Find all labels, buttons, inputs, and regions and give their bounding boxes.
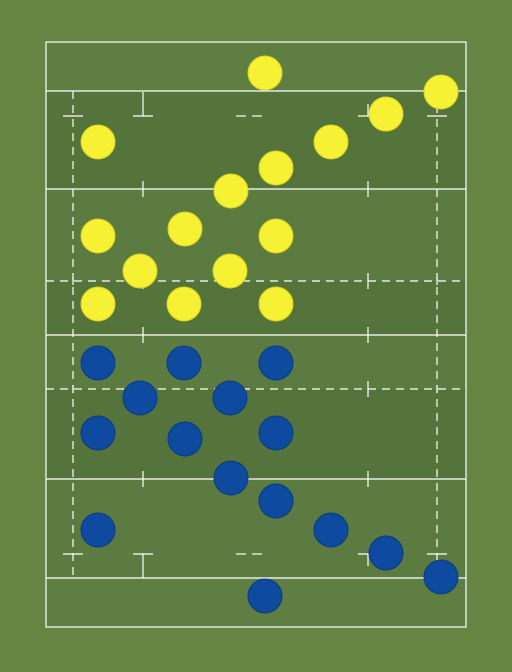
team-1-player-marker [368,96,404,132]
team-2-player-marker [258,345,294,381]
team-2-player-marker [80,415,116,451]
field-stripe-5 [46,389,466,479]
team-1-player-marker [167,211,203,247]
team-1-players [80,55,459,322]
team-2-player-marker [423,559,459,595]
field-stripe-3 [46,281,466,335]
team-1-player-marker [213,173,249,209]
team-1-player-marker [80,124,116,160]
team-1-player-marker [258,218,294,254]
team-1-player-marker [166,286,202,322]
team-2-player-marker [166,345,202,381]
team-1-player-marker [80,286,116,322]
team-2-players [80,345,459,614]
team-1-player-marker [313,124,349,160]
team-1-player-marker [247,55,283,91]
team-1-player-marker [258,150,294,186]
field-stripe-2 [46,189,466,281]
players-layer [80,55,459,614]
team-2-player-marker [212,380,248,416]
team-2-player-marker [80,512,116,548]
team-2-player-marker [368,535,404,571]
pitch-lines [45,41,467,628]
team-2-player-marker [122,380,158,416]
team-1-player-marker [423,74,459,110]
team-2-player-marker [167,421,203,457]
team-2-player-marker [247,578,283,614]
team-1-player-marker [258,286,294,322]
field-stripe-4 [46,335,466,389]
team-2-player-marker [258,415,294,451]
team-2-player-marker [313,512,349,548]
team-2-player-marker [213,460,249,496]
team-1-player-marker [80,218,116,254]
team-2-player-marker [258,483,294,519]
team-2-player-marker [80,345,116,381]
team-1-player-marker [212,253,248,289]
team-1-player-marker [122,253,158,289]
